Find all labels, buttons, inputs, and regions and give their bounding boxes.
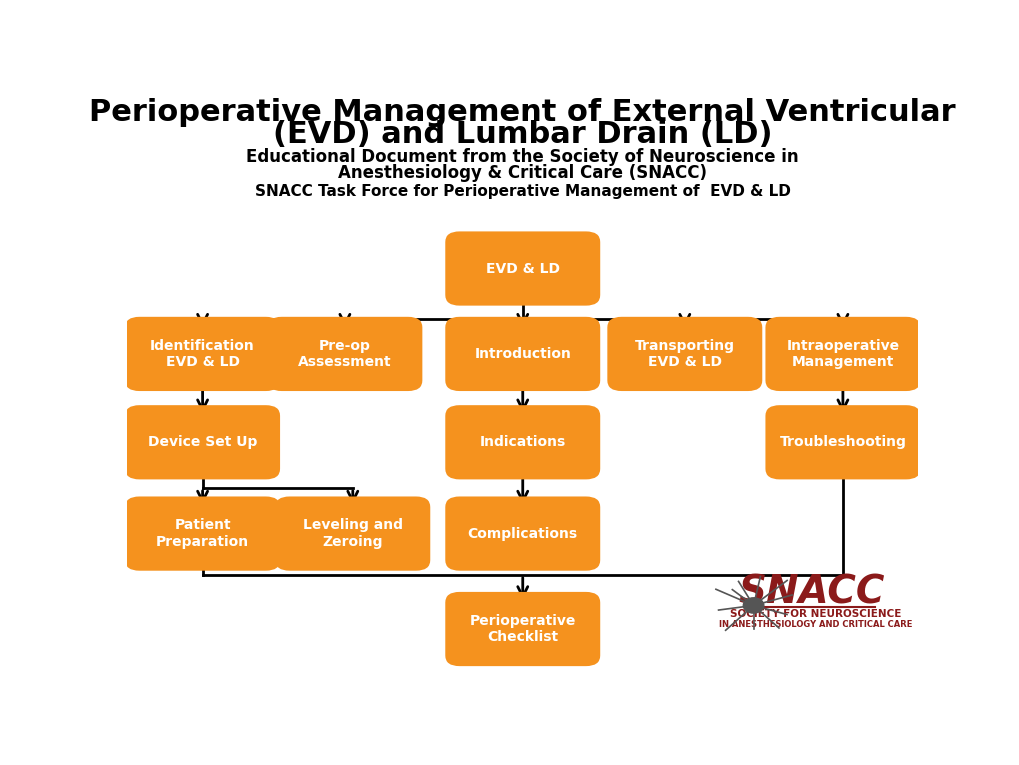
- FancyBboxPatch shape: [125, 405, 280, 480]
- Text: SNACC Task Force for Perioperative Management of  EVD & LD: SNACC Task Force for Perioperative Manag…: [255, 184, 790, 199]
- Text: Troubleshooting: Troubleshooting: [779, 435, 906, 449]
- Text: Leveling and
Zeroing: Leveling and Zeroing: [303, 519, 403, 549]
- FancyBboxPatch shape: [267, 317, 422, 391]
- Text: SNACC: SNACC: [738, 574, 883, 611]
- FancyBboxPatch shape: [445, 496, 599, 571]
- Text: EVD & LD: EVD & LD: [485, 262, 559, 275]
- FancyBboxPatch shape: [445, 317, 599, 391]
- Circle shape: [743, 597, 763, 613]
- FancyBboxPatch shape: [764, 317, 919, 391]
- Text: Complications: Complications: [468, 526, 577, 541]
- FancyBboxPatch shape: [606, 317, 761, 391]
- FancyBboxPatch shape: [275, 496, 430, 571]
- Text: Introduction: Introduction: [474, 347, 571, 361]
- Text: (EVD) and Lumbar Drain (LD): (EVD) and Lumbar Drain (LD): [273, 120, 771, 149]
- Text: Indications: Indications: [479, 435, 566, 449]
- Text: Patient
Preparation: Patient Preparation: [156, 519, 249, 549]
- Text: Perioperative
Checklist: Perioperative Checklist: [469, 614, 576, 644]
- FancyBboxPatch shape: [125, 496, 280, 571]
- Text: Pre-op
Assessment: Pre-op Assessment: [298, 339, 391, 369]
- Text: Anesthesiology & Critical Care (SNACC): Anesthesiology & Critical Care (SNACC): [338, 164, 706, 182]
- FancyBboxPatch shape: [125, 317, 280, 391]
- Text: Device Set Up: Device Set Up: [148, 435, 257, 449]
- FancyBboxPatch shape: [445, 405, 599, 480]
- Text: SOCIETY FOR NEUROSCIENCE: SOCIETY FOR NEUROSCIENCE: [729, 609, 900, 620]
- Text: Educational Document from the Society of Neuroscience in: Educational Document from the Society of…: [247, 148, 798, 166]
- Text: Transporting
EVD & LD: Transporting EVD & LD: [634, 339, 734, 369]
- FancyBboxPatch shape: [445, 231, 599, 306]
- Text: Intraoperative
Management: Intraoperative Management: [786, 339, 899, 369]
- Text: IN ANESTHESIOLOGY AND CRITICAL CARE: IN ANESTHESIOLOGY AND CRITICAL CARE: [717, 620, 911, 630]
- Text: Identification
EVD & LD: Identification EVD & LD: [150, 339, 255, 369]
- FancyBboxPatch shape: [445, 592, 599, 666]
- Text: Perioperative Management of External Ventricular: Perioperative Management of External Ven…: [90, 98, 955, 127]
- FancyBboxPatch shape: [764, 405, 919, 480]
